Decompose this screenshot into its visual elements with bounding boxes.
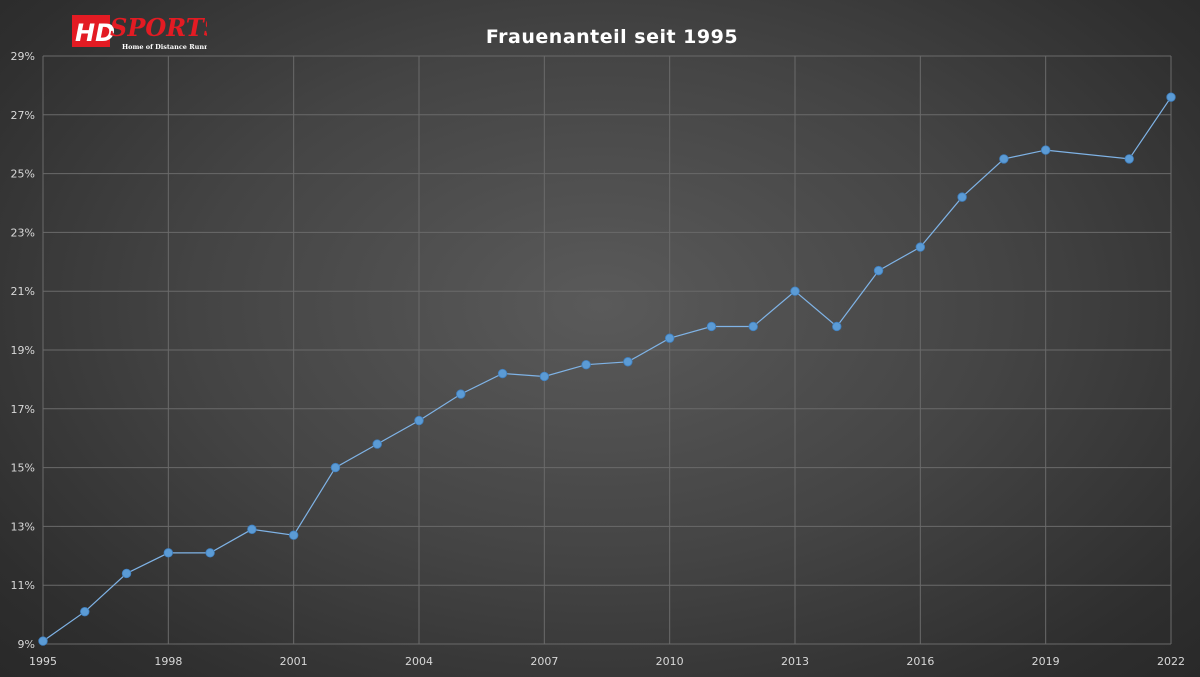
- x-tick-label: 2001: [280, 655, 308, 668]
- data-point: [790, 286, 800, 296]
- data-point: [539, 371, 550, 382]
- y-tick-label: 25%: [11, 168, 35, 181]
- data-point: [247, 524, 257, 535]
- data-point: [456, 389, 466, 399]
- data-point: [288, 530, 299, 540]
- data-point: [1040, 145, 1051, 155]
- gridlines: [42, 55, 1172, 645]
- data-point: [706, 321, 717, 332]
- x-tick-label: 2019: [1032, 655, 1060, 668]
- logo-tagline: Home of Distance Runners: [122, 43, 207, 51]
- y-tick-label: 29%: [11, 50, 35, 63]
- data-point: [623, 357, 633, 367]
- data-point: [748, 321, 758, 332]
- hdsports-logo: HD SPORTS Home of Distance Runners: [72, 13, 207, 51]
- y-tick-label: 9%: [18, 638, 35, 651]
- data-point: [330, 462, 341, 473]
- x-tick-label: 2007: [530, 655, 558, 668]
- x-tick-label: 2022: [1157, 655, 1185, 668]
- y-tick-label: 27%: [11, 109, 35, 122]
- logo-mark: HD: [75, 19, 115, 47]
- data-point: [957, 192, 967, 202]
- x-tick-label: 2004: [405, 655, 433, 668]
- y-axis-ticks: 9% 11% 13% 15% 17% 19% 21% 23% 25% 27% 29%: [11, 50, 35, 651]
- logo-badge: [72, 15, 110, 47]
- data-point: [80, 606, 90, 617]
- x-tick-label: 2013: [781, 655, 809, 668]
- y-tick-label: 17%: [11, 403, 35, 416]
- data-point: [372, 439, 382, 449]
- x-tick-label: 1995: [29, 655, 57, 668]
- data-point: [915, 242, 926, 252]
- data-point: [1124, 154, 1134, 164]
- chart-title: Frauenanteil seit 1995: [486, 26, 738, 48]
- x-axis-ticks: 1995 1998 2001 2004 2007 2010 2013 2016 2019 2022: [29, 655, 1185, 668]
- data-point: [999, 154, 1009, 164]
- y-tick-label: 13%: [11, 520, 35, 533]
- data-point: [205, 548, 215, 558]
- y-tick-label: 23%: [11, 226, 35, 239]
- x-tick-label: 2010: [656, 655, 684, 668]
- logo-word: SPORTS: [110, 13, 207, 42]
- data-point: [497, 368, 508, 379]
- y-tick-label: 11%: [11, 579, 35, 592]
- data-point: [1166, 92, 1176, 102]
- data-point: [832, 321, 842, 332]
- series-line: [42, 96, 1172, 642]
- data-point: [121, 568, 132, 579]
- x-tick-label: 2016: [906, 655, 934, 668]
- y-tick-label: 19%: [11, 344, 35, 357]
- y-tick-label: 15%: [11, 462, 35, 475]
- data-point: [163, 548, 174, 558]
- data-point: [664, 333, 675, 343]
- data-point: [873, 265, 884, 276]
- x-tick-label: 1998: [154, 655, 182, 668]
- data-point: [414, 415, 424, 426]
- y-tick-label: 21%: [11, 285, 35, 298]
- data-point: [38, 636, 48, 646]
- data-points: [38, 92, 1176, 646]
- data-point: [581, 360, 591, 370]
